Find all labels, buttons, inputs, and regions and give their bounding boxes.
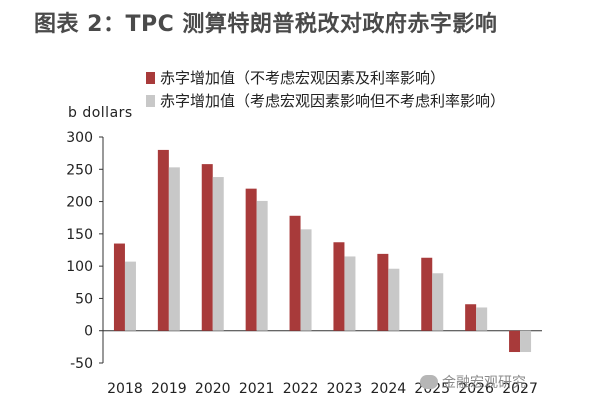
x-tick-label: 2022 [283,381,319,397]
bar-series1-2027 [509,330,521,353]
y-tick-label: 50 [75,291,93,307]
legend-label-series1: 赤字增加值（不考虑宏观因素及利率影响） [160,69,446,87]
bar-series2-2023 [344,256,356,331]
bar-series1-2021 [245,188,257,331]
x-tick-label: 2018 [107,381,143,397]
y-tick-label: 200 [66,195,93,211]
bar-series1-2020 [201,164,213,331]
chart-legend: 赤字增加值（不考虑宏观因素及利率影响） 赤字增加值（考虑宏观因素影响但不考虑利率… [146,66,505,112]
y-tick-label: 250 [66,162,93,178]
y-tick-label: -50 [70,356,93,372]
x-tick-label: 2023 [327,381,363,397]
bar-series1-2026 [465,304,477,331]
bar-series2-2021 [256,200,268,331]
legend-swatch-series2 [146,94,155,107]
x-tick-label: 2024 [371,381,407,397]
x-tick-label: 2021 [239,381,275,397]
bar-series2-2020 [212,177,224,331]
bar-series2-2024 [388,268,400,331]
watermark: 金融宏观研究 [420,372,526,392]
bar-series2-2026 [476,307,488,331]
x-tick-label: 2019 [151,381,187,397]
watermark-text: 金融宏观研究 [442,375,526,391]
legend-item-series1: 赤字增加值（不考虑宏观因素及利率影响） [146,66,505,89]
bar-series1-2023 [333,242,345,331]
bar-series1-2025 [421,257,433,331]
y-axis-unit-label: b dollars [68,105,133,121]
bar-series2-2019 [168,167,180,331]
chart-title: 图表 2：TPC 测算特朗普税改对政府赤字影响 [34,12,498,37]
legend-swatch-series1 [146,71,155,84]
x-tick-label: 2027 [502,381,538,397]
x-tick-label: 2026 [458,381,494,397]
bar-series2-2025 [432,273,444,331]
legend-label-series2: 赤字增加值（考虑宏观因素影响但不考虑利率影响） [160,92,506,110]
bar-series1-2018 [113,243,125,331]
y-tick-label: 150 [66,227,93,243]
x-tick-label: 2020 [195,381,231,397]
bar-series2-2027 [520,330,532,353]
bar-series1-2024 [377,253,389,331]
y-tick-label: 300 [66,130,93,146]
y-tick-label: 100 [66,259,93,275]
bar-series2-2018 [124,261,136,331]
legend-item-series2: 赤字增加值（考虑宏观因素影响但不考虑利率影响） [146,89,505,112]
y-tick-label: 0 [84,324,93,340]
bar-series1-2022 [289,215,301,331]
bar-series1-2019 [157,149,169,331]
bar-series2-2022 [300,229,312,331]
wechat-icon [420,375,438,389]
